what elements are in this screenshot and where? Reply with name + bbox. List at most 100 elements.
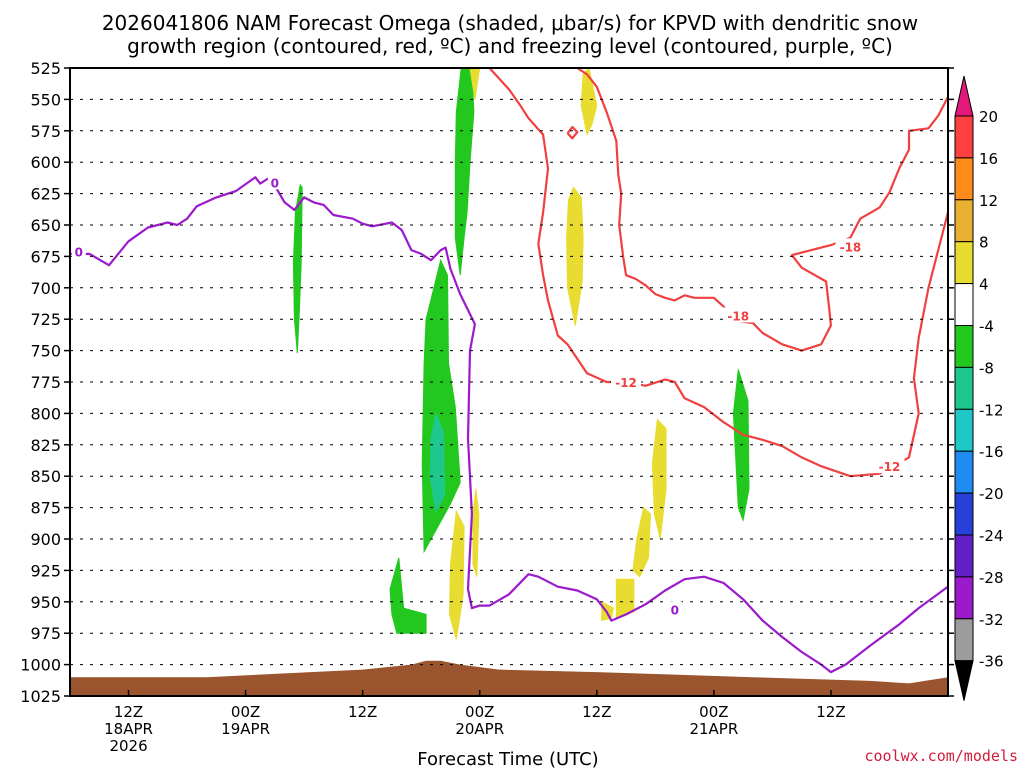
omega-shade-4-6 [580,68,598,137]
y-tick-label: 575 [30,122,61,141]
contour-label-bg [267,174,282,190]
y-tick-label: 750 [30,342,61,361]
omega-shade-4-12 [632,506,652,578]
colorbar-label: -8 [979,359,994,377]
colorbar-label: 8 [979,234,989,252]
colorbar-segment [954,115,974,159]
y-tick-label: 525 [30,59,61,78]
contour-label-bg [667,601,682,617]
y-tick-label: 825 [30,436,61,455]
y-tick-label: 900 [30,530,61,549]
contour-label: -18 [840,240,862,254]
colorbar-label: 20 [979,108,998,126]
x-tick-label: 12Z [582,703,611,721]
colorbar-label: -4 [979,318,994,336]
y-tick-label: 950 [30,593,61,612]
contour-line-1 [488,68,948,478]
x-tick-label: 19APR [221,720,270,738]
y-tick-label: 850 [30,467,61,486]
omega-shade-4-8 [469,68,481,100]
y-tick-label: 550 [30,90,61,109]
contour-line-2 [576,68,948,352]
colorbar-label: 4 [979,276,989,294]
omega-shade-neg4-1 [292,183,303,354]
colorbar-label: -36 [979,653,1004,671]
y-tick-label: 875 [30,499,61,518]
colorbar-segment [954,283,974,327]
contour-label-bg [723,307,754,323]
y-tick-label: 925 [30,561,61,580]
y-tick-label: 1025 [20,687,61,706]
contour-label: -12 [615,376,637,390]
chart-title-line2: growth region (contoured, red, ºC) and f… [127,34,893,58]
contour-label: -12 [879,460,901,474]
colorbar-segment [954,534,974,578]
y-tick-label: 725 [30,310,61,329]
contour-line-3 [566,125,579,140]
omega-shade-neg8-5 [429,411,446,513]
colorbar-label: -12 [979,401,1004,419]
y-tick-label: 650 [30,216,61,235]
credit-link[interactable]: coolwx.com/models [864,747,1018,765]
colorbar-segment [954,492,974,536]
omega-shade-neg4-0 [454,68,475,276]
contour-label-bg [874,458,905,474]
colorbar-label: -20 [979,485,1004,503]
contour-label-bg [835,238,866,254]
colorbar-segment [954,241,974,285]
contour-label: 0 [75,245,83,259]
plot-area [70,68,948,696]
chart-title-line1: 2026041806 NAM Forecast Omega (shaded, μ… [102,11,918,35]
contour-labels: 0 0 0 -18 -18 -12 -12 [71,174,905,617]
x-tick-label: 2026 [109,737,147,755]
x-tick-label: 21APR [689,720,738,738]
x-tick-label: 12Z [348,703,377,721]
x-tick-label: 00Z [699,703,728,721]
colorbar-segment [954,576,974,620]
colorbar-label: -28 [979,569,1004,587]
x-tick-label: 00Z [231,703,260,721]
grid [70,98,948,666]
contour-label: -18 [727,309,749,323]
y-tick-label: 1000 [20,656,61,675]
x-tick-label: 18APR [104,720,153,738]
colorbar-label: -16 [979,443,1004,461]
x-tick-label: 20APR [455,720,504,738]
x-tick-label: 12Z [816,703,845,721]
contour-label-bg [71,243,86,259]
x-tick-label: 00Z [465,703,494,721]
colorbar-segment [954,157,974,201]
omega-shade-4-11 [651,418,667,540]
x-axis-label: Forecast Time (UTC) [417,749,598,768]
omega-shade-neg4-3 [389,557,427,634]
y-tick-label: 675 [30,247,61,266]
colorbar-bottom-arrow [954,660,974,701]
colorbar-label: 12 [979,192,998,210]
contour-label: 0 [671,603,679,617]
omega-shade-4-7 [566,186,584,326]
y-tick-label: 700 [30,279,61,298]
colorbar-label: -24 [979,527,1004,545]
colorbar-segment [954,618,974,662]
colorbar-segment [954,325,974,368]
contour-line-0 [70,176,948,674]
terrain [70,660,948,696]
x-tick-label: 12Z [114,703,143,721]
omega-shade-4-10 [448,509,465,640]
colorbar-segment [954,199,974,243]
y-tick-label: 600 [30,153,61,172]
omega-shade-4-14 [601,600,614,622]
contour-label-bg [611,374,642,389]
colorbar: 20 16 12 8 4 -4 -8 -12 -16 -20 -24 -28 -32 -36 [954,75,1004,701]
y-tick-label: 975 [30,624,61,643]
colorbar-label: -32 [979,611,1004,629]
contour-label: 0 [271,176,279,190]
colorbar-segment [954,366,974,410]
omega-shade-4-13 [615,578,635,618]
omega-shade-4-9 [472,488,480,577]
colorbar-segment [954,408,974,452]
y-axis: 525 550 575 600 625 650 675 700 725 750 775 800 825 8… [20,59,954,706]
y-tick-label: 800 [30,404,61,423]
